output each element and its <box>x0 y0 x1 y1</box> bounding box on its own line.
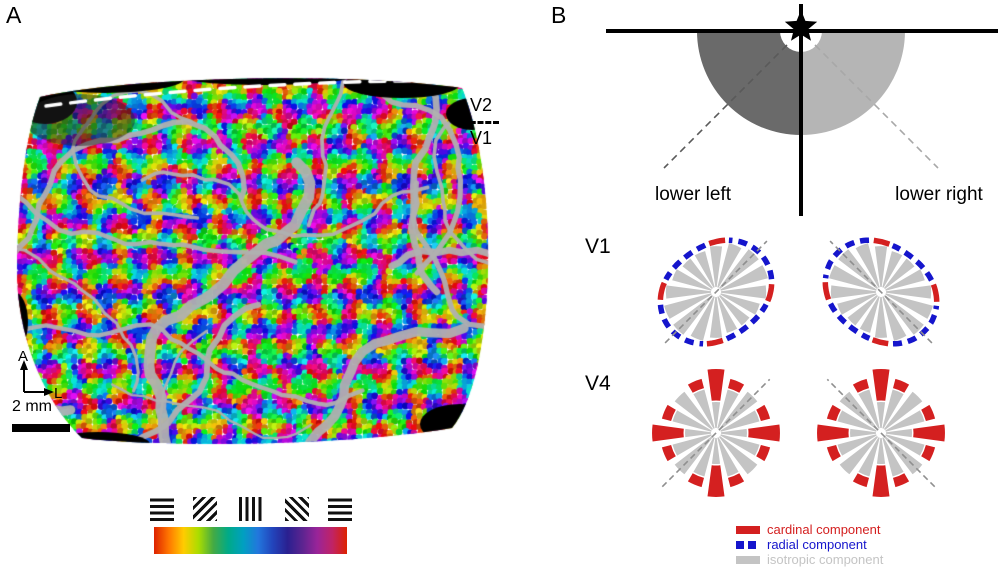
panel-b-label: B <box>551 2 567 28</box>
grating-icon-45deg <box>193 497 217 521</box>
legend-label: cardinal component <box>767 522 881 537</box>
v4-row-label: V4 <box>585 372 611 395</box>
grating-icon-180deg <box>328 497 352 521</box>
isotropic-swatch-icon <box>736 555 760 564</box>
legend-item-radial: radial component <box>736 537 883 552</box>
legend-item-isotropic: isotropic component <box>736 552 884 567</box>
panel-a-label: A <box>6 2 22 28</box>
lower-left-label: lower left <box>655 184 732 205</box>
grating-icon-135deg <box>285 497 309 521</box>
legend-label: radial component <box>767 537 867 552</box>
orientation-preference-map <box>10 72 492 452</box>
visual-field-diagram <box>606 4 998 216</box>
region-label-v2: V2 <box>470 95 493 115</box>
scale-bar <box>12 424 70 432</box>
radial-swatch-icon <box>736 540 760 549</box>
legend-item-cardinal: cardinal component <box>736 522 883 537</box>
orientation-rose-plots <box>652 237 945 497</box>
anatomical-compass: A L <box>18 348 62 402</box>
cardinal-swatch-icon <box>736 525 760 534</box>
orientation-colorbar <box>154 527 347 554</box>
scale-bar-label: 2 mm <box>12 398 52 415</box>
component-legend: cardinal component radial component isot… <box>736 522 884 569</box>
grating-icon-0deg <box>150 497 174 521</box>
arrow-right-icon <box>44 388 54 396</box>
lower-right-label: lower right <box>895 184 983 205</box>
grating-icon-90deg <box>239 497 263 521</box>
compass-anterior-label: A <box>18 348 28 365</box>
arrow-up-icon <box>20 360 28 370</box>
v1-v2-border-dash <box>462 121 499 124</box>
legend-label: isotropic component <box>767 552 884 567</box>
compass-lateral-label: L <box>54 385 62 402</box>
v1-row-label: V1 <box>585 235 611 258</box>
region-label-v1: V1 <box>470 128 493 148</box>
